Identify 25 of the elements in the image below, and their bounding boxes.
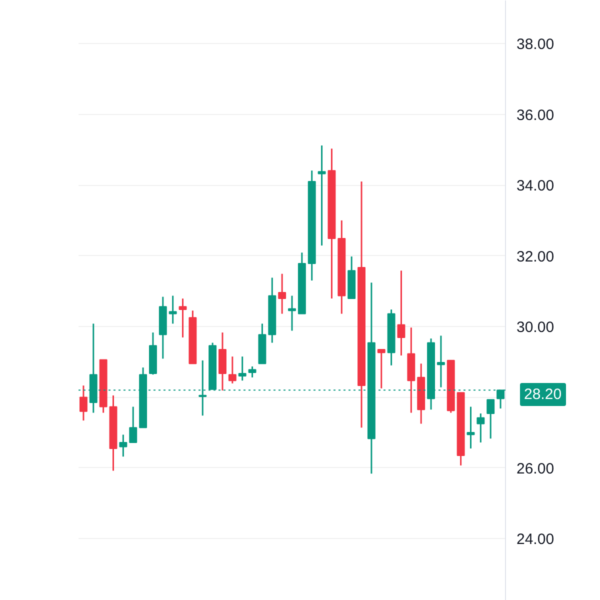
candlestick bbox=[228, 356, 236, 384]
candlestick bbox=[248, 366, 256, 378]
y-tick-label: 30.00 bbox=[516, 318, 554, 336]
candlestick bbox=[436, 334, 445, 388]
candlestick bbox=[178, 298, 187, 338]
candlestick bbox=[119, 434, 128, 458]
candlestick bbox=[129, 406, 138, 444]
candlestick bbox=[377, 348, 386, 390]
candlestick bbox=[466, 406, 475, 450]
candlestick bbox=[79, 384, 88, 422]
candlestick bbox=[486, 398, 495, 440]
y-tick-label: 32.00 bbox=[516, 248, 554, 266]
candlestick bbox=[397, 270, 406, 356]
candlestick bbox=[168, 294, 177, 324]
candlestick bbox=[288, 294, 296, 332]
y-tick-label: 24.00 bbox=[516, 531, 554, 548]
y-tick-label: 26.00 bbox=[516, 460, 554, 478]
y-tick-label: 34.00 bbox=[516, 178, 554, 195]
y-tick-label: 36.00 bbox=[516, 106, 554, 124]
ref-line-label: 28.20 bbox=[524, 385, 562, 405]
candlestick bbox=[476, 412, 485, 444]
candlestick bbox=[278, 273, 286, 315]
candlestick bbox=[318, 144, 326, 246]
candlestick bbox=[238, 356, 246, 382]
y-tick-label: 38.00 bbox=[516, 36, 554, 54]
